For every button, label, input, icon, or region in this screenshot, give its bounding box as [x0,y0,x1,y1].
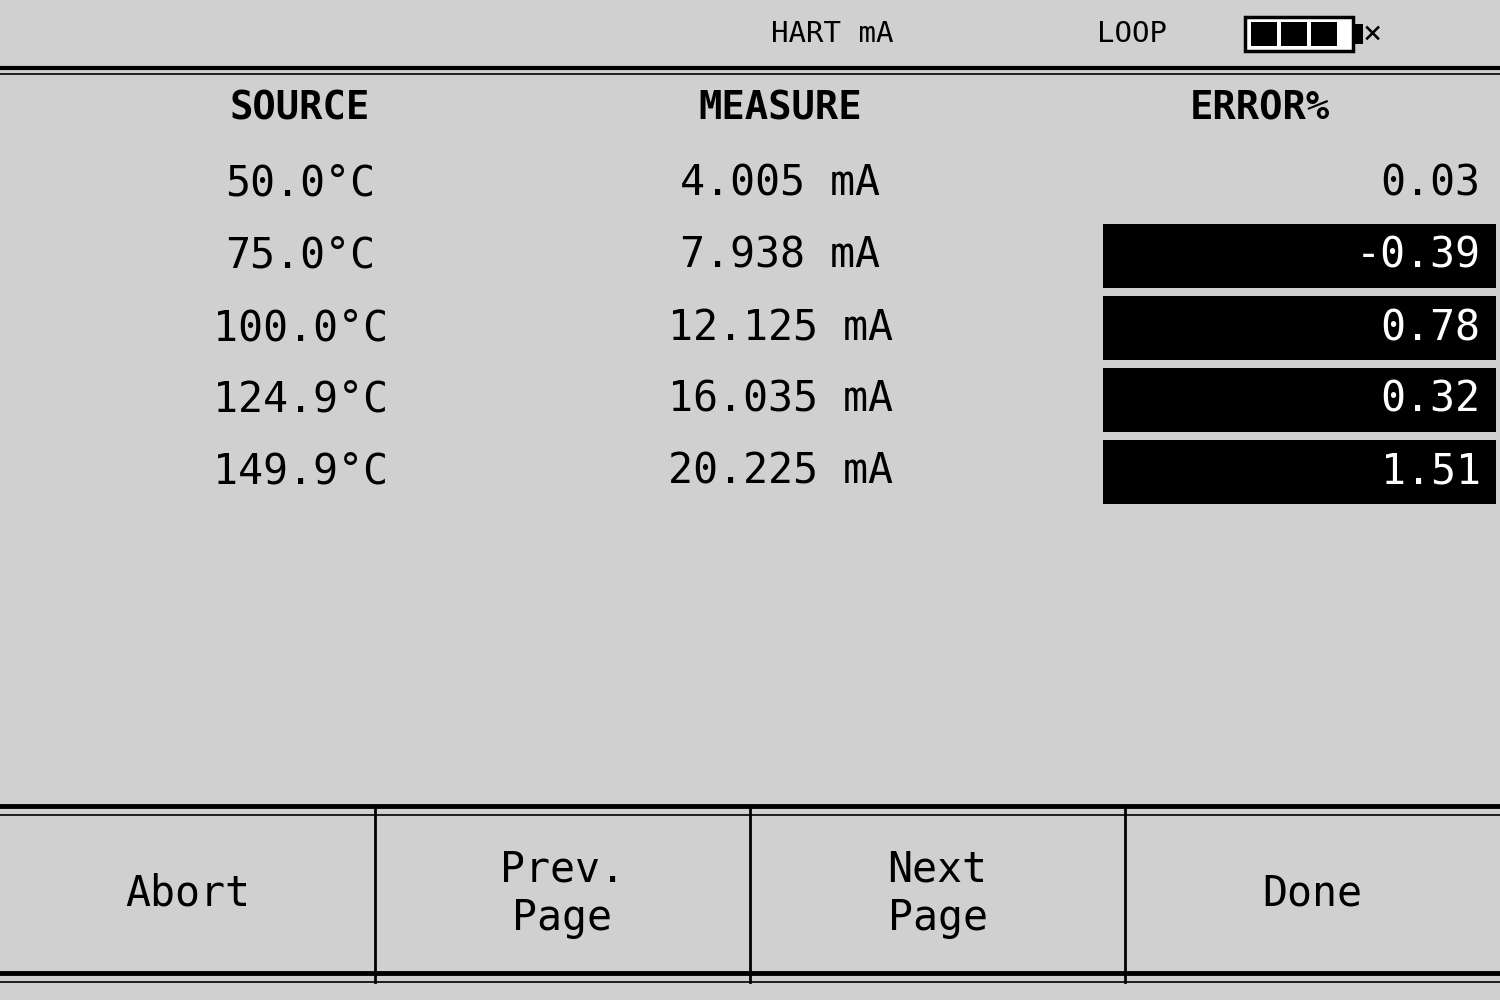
Text: SOURCE: SOURCE [230,89,370,127]
Text: 0.03: 0.03 [1380,163,1480,205]
Text: 75.0°C: 75.0°C [225,235,375,277]
Bar [1353,24,1364,44]
Bar [1245,17,1353,51]
Text: LOOP: LOOP [1098,20,1167,48]
Text: 0.78: 0.78 [1380,307,1480,349]
Bar [1311,22,1336,46]
Text: 100.0°C: 100.0°C [213,307,387,349]
Text: ×: × [1364,18,1382,49]
Text: 12.125 mA: 12.125 mA [668,307,892,349]
Text: -0.39: -0.39 [1356,235,1480,277]
Text: HART mA: HART mA [771,20,894,48]
Bar [1281,22,1306,46]
Text: 20.225 mA: 20.225 mA [668,451,892,493]
Bar [1102,224,1496,288]
Text: Prev.
Page: Prev. Page [500,849,626,939]
Bar [1251,22,1276,46]
Text: 149.9°C: 149.9°C [213,451,387,493]
Text: Abort: Abort [124,873,250,915]
Text: 124.9°C: 124.9°C [213,379,387,421]
Bar [1102,440,1496,504]
Text: 7.938 mA: 7.938 mA [680,235,880,277]
Bar [1102,368,1496,432]
Text: Done: Done [1263,873,1362,915]
Text: Next
Page: Next Page [888,849,987,939]
Bar [1102,296,1496,360]
Text: 1.51: 1.51 [1380,451,1480,493]
Text: 4.005 mA: 4.005 mA [680,163,880,205]
Text: 16.035 mA: 16.035 mA [668,379,892,421]
Text: 50.0°C: 50.0°C [225,163,375,205]
Text: 0.32: 0.32 [1380,379,1480,421]
Text: MEASURE: MEASURE [698,89,862,127]
Text: ERROR%: ERROR% [1190,89,1330,127]
